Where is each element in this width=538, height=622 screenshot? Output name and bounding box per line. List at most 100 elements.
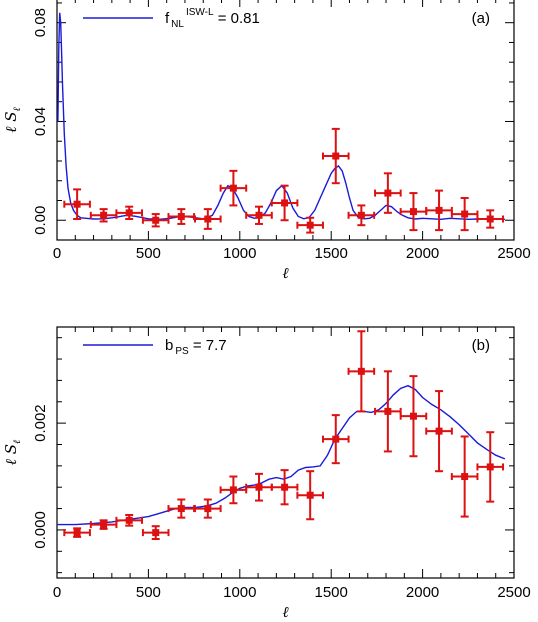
- plot-content: [57, 330, 506, 541]
- x-tick-label: 0: [53, 584, 61, 601]
- panel-tag: (b): [472, 337, 490, 354]
- x-tick-label: 2000: [406, 245, 439, 262]
- data-marker: [100, 211, 108, 219]
- model-curve: [57, 12, 505, 221]
- data-point: [476, 431, 505, 503]
- data-point: [476, 209, 505, 229]
- data-point: [89, 519, 118, 530]
- data-marker: [486, 463, 494, 471]
- data-marker: [409, 412, 417, 420]
- x-tick-label: 1000: [223, 245, 256, 262]
- x-tick-label: 0: [53, 245, 61, 262]
- data-marker: [332, 435, 340, 443]
- data-marker: [461, 210, 469, 218]
- data-marker: [255, 211, 263, 219]
- data-point: [194, 208, 222, 230]
- x-tick-label: 500: [136, 584, 161, 601]
- data-point: [167, 498, 196, 519]
- plot-frame: [56, 326, 515, 579]
- data-point: [270, 469, 299, 506]
- data-marker: [409, 208, 417, 216]
- data-marker: [229, 184, 237, 192]
- data-point: [321, 414, 350, 465]
- legend-subscript: NL: [171, 19, 184, 30]
- data-marker: [486, 215, 494, 223]
- data-marker: [461, 473, 469, 481]
- data-marker: [332, 152, 340, 160]
- x-tick-label: 1500: [315, 245, 348, 262]
- data-point: [194, 498, 222, 519]
- legend-superscript: ISW-L: [186, 7, 214, 18]
- y-axis-label-main: ℓ S: [2, 444, 20, 465]
- data-marker: [229, 486, 237, 494]
- data-point: [450, 197, 479, 232]
- data-marker: [100, 521, 108, 529]
- data-marker: [384, 407, 392, 415]
- data-marker: [73, 529, 81, 537]
- data-marker: [152, 529, 160, 537]
- x-tick-label: 1500: [315, 584, 348, 601]
- data-marker: [435, 206, 443, 214]
- x-axis-label: ℓ: [282, 264, 288, 282]
- data-marker: [384, 189, 392, 197]
- y-tick-label: 0.08: [32, 8, 49, 37]
- data-point: [219, 169, 248, 207]
- x-axis-label: ℓ: [282, 603, 288, 621]
- x-tick-label: 2500: [497, 584, 530, 601]
- x-tick-label: 2500: [497, 245, 530, 262]
- legend-subscript: PS: [175, 346, 189, 357]
- legend-value: = 0.81: [214, 10, 260, 27]
- data-point: [450, 435, 479, 518]
- data-marker: [125, 516, 133, 524]
- y-tick-label: 0.002: [32, 404, 49, 442]
- data-point: [141, 213, 170, 228]
- data-point: [167, 208, 196, 225]
- data-point: [347, 330, 376, 413]
- y-axis-label: ℓ Sℓ: [2, 440, 23, 465]
- data-point: [115, 513, 144, 527]
- y-axis-label: ℓ Sℓ: [2, 107, 23, 132]
- data-point: [63, 188, 91, 221]
- data-point: [321, 127, 350, 185]
- data-marker: [306, 221, 314, 229]
- data-marker: [306, 491, 314, 499]
- data-marker: [357, 211, 365, 219]
- data-point: [399, 192, 428, 232]
- data-marker: [177, 213, 185, 221]
- data-point: [425, 189, 453, 232]
- data-marker: [152, 216, 160, 224]
- legend-symbol: b: [165, 337, 173, 354]
- data-marker: [204, 505, 212, 513]
- data-marker: [255, 483, 263, 491]
- data-point: [425, 390, 453, 473]
- y-axis-label-sub: ℓ: [12, 107, 23, 111]
- data-marker: [435, 427, 443, 435]
- data-point: [296, 470, 324, 521]
- data-point: [115, 205, 144, 221]
- data-point: [399, 375, 428, 458]
- x-tick-label: 2000: [406, 584, 439, 601]
- legend-label: f NLISW-L = 0.81: [165, 7, 260, 30]
- data-point: [141, 525, 170, 541]
- y-axis-label-sub: ℓ: [12, 440, 23, 444]
- legend-symbol: f: [165, 10, 170, 27]
- data-marker: [177, 505, 185, 513]
- data-point: [63, 527, 91, 538]
- plot-frame: [56, 0, 515, 241]
- legend-value: = 7.7: [189, 337, 227, 354]
- data-point: [245, 205, 273, 225]
- data-point: [347, 204, 376, 227]
- x-tick-label: 500: [136, 245, 161, 262]
- data-point: [374, 172, 402, 214]
- data-marker: [281, 199, 289, 207]
- legend-label: b PS = 7.7: [165, 337, 227, 357]
- data-marker: [204, 215, 212, 223]
- data-point: [219, 475, 248, 505]
- plot-content: [57, 12, 505, 234]
- data-marker: [125, 209, 133, 217]
- data-point: [374, 370, 402, 453]
- y-tick-label: 0.00: [32, 206, 49, 235]
